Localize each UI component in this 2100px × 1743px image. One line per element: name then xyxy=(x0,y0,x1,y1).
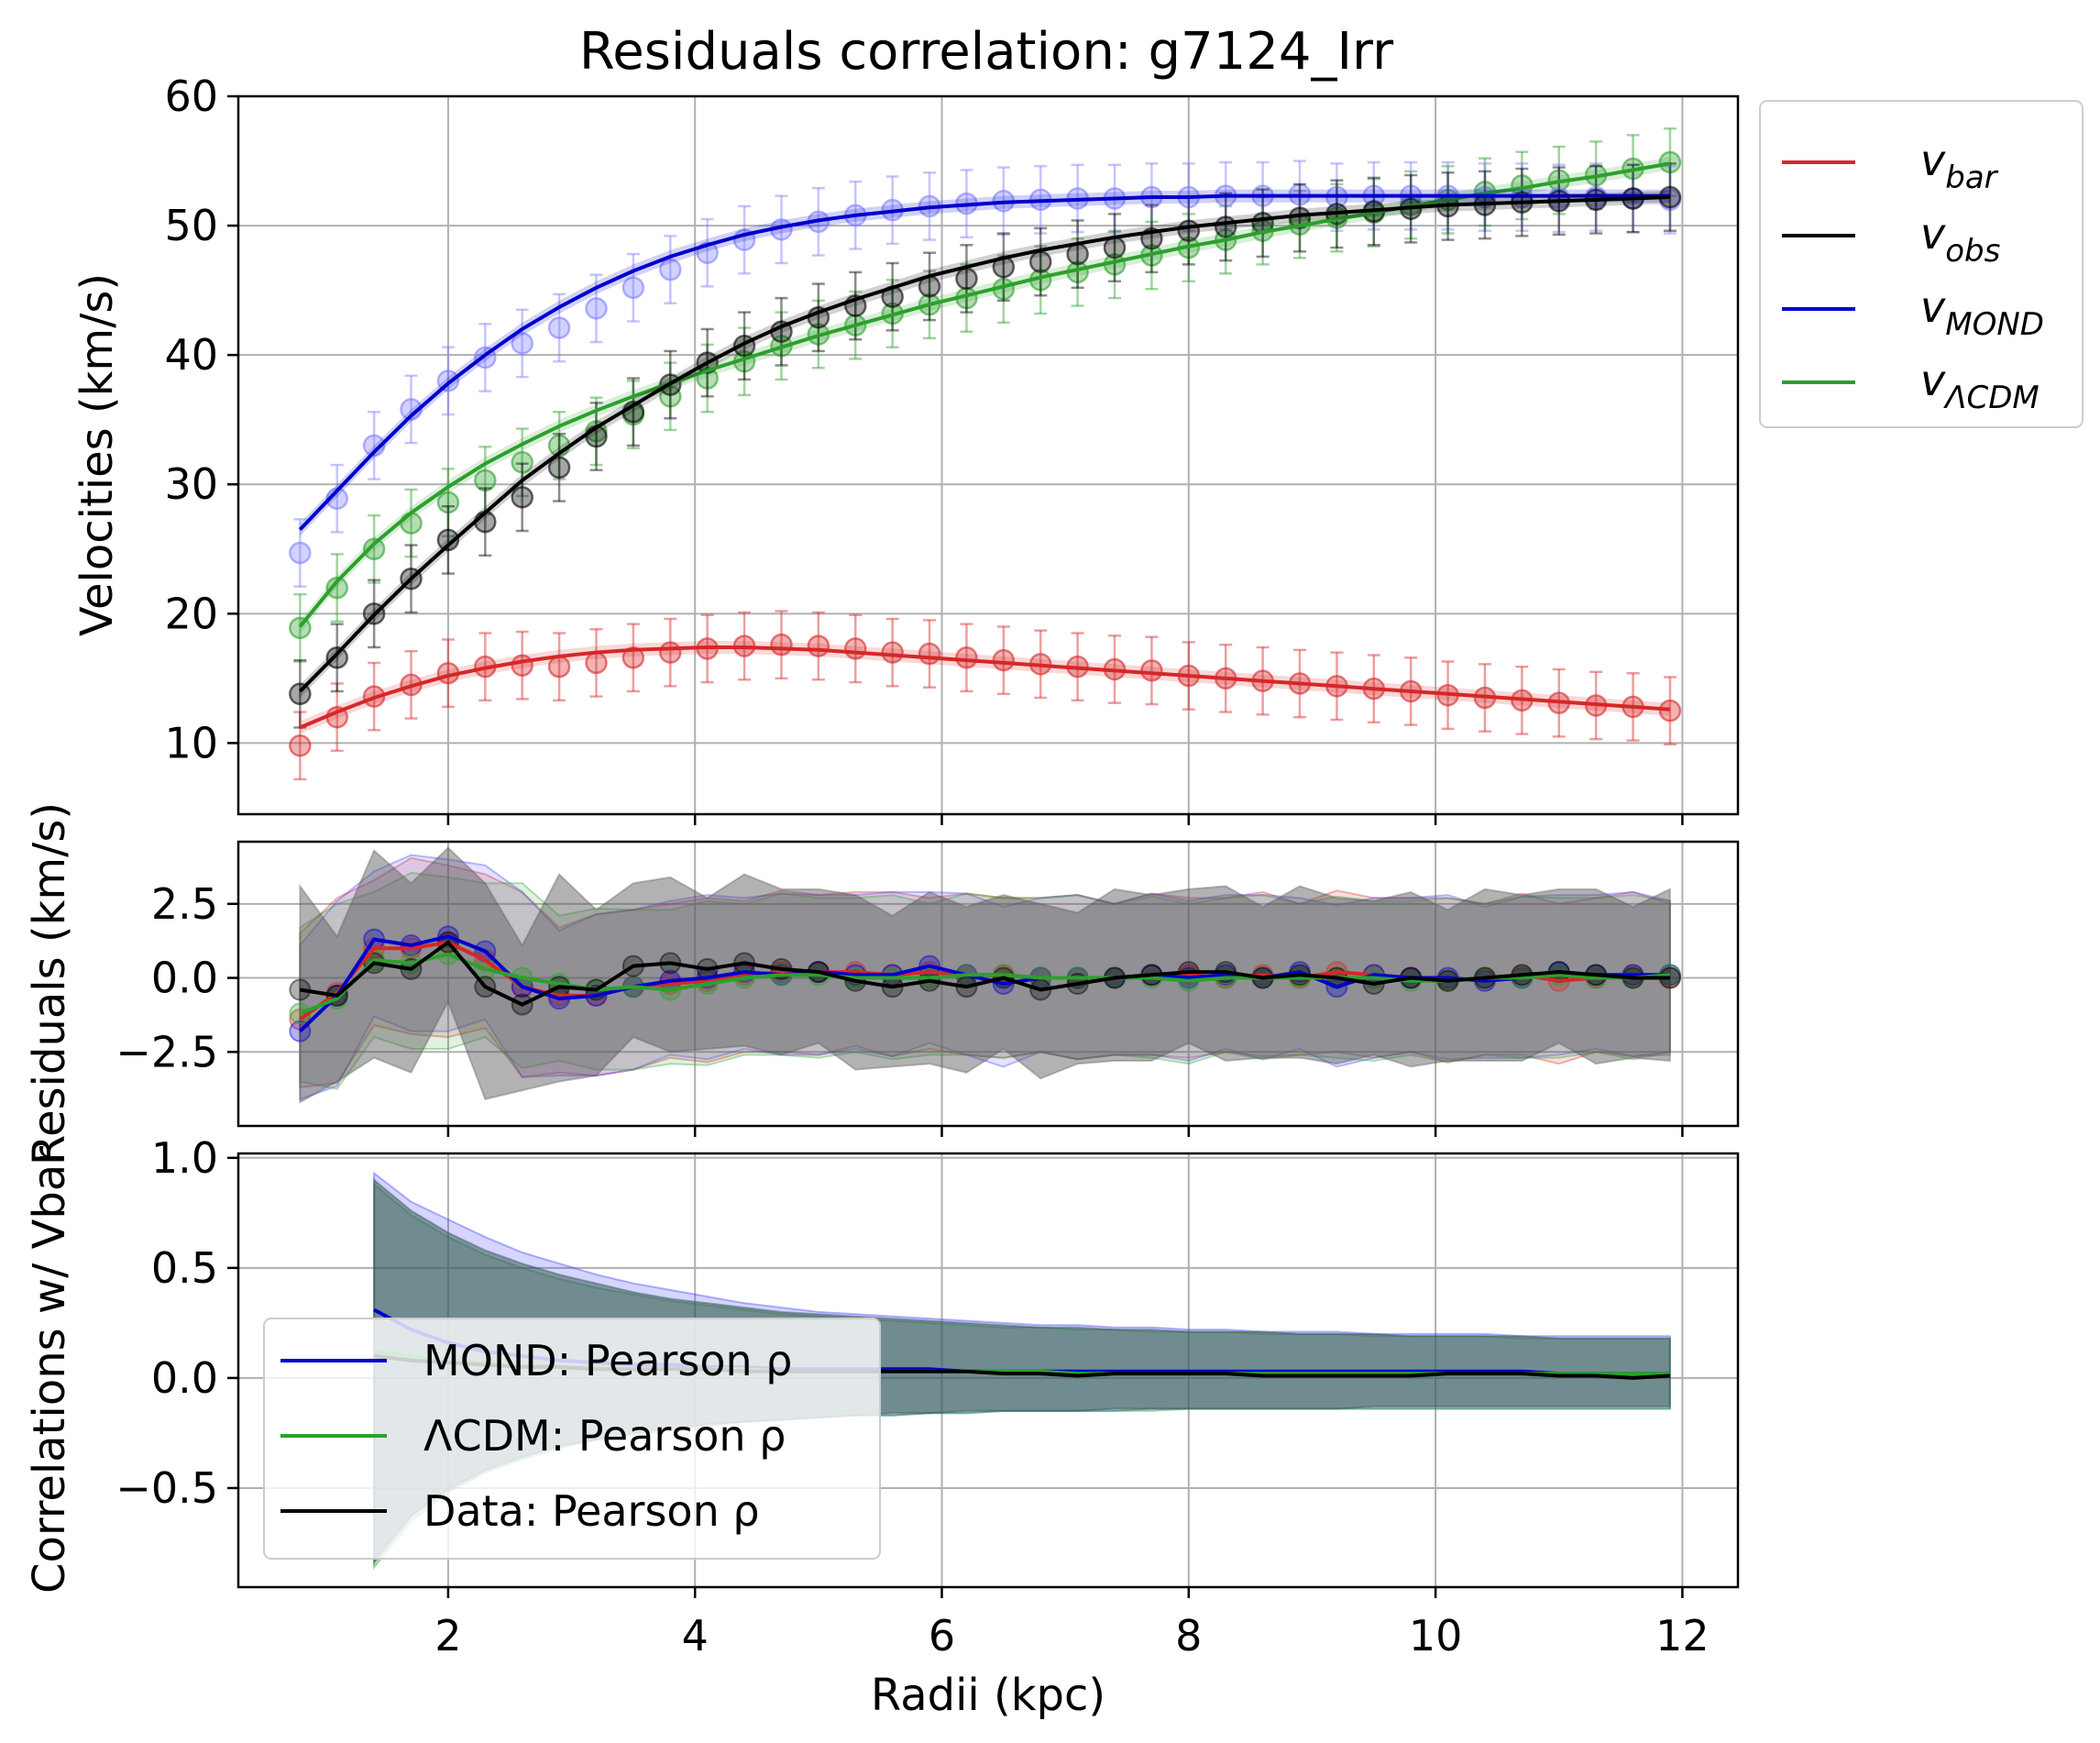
residual-line-mond xyxy=(298,934,1670,1033)
legend-label-bar: vbar xyxy=(1920,136,1999,196)
velocities-y-label: Velocities (km/s) xyxy=(71,273,123,636)
data-point-bar xyxy=(1658,699,1682,723)
correlations-panel: −0.5 0.0 0.5 1.0 Correlations w/ Vbar MOND:… xyxy=(24,1133,1740,1598)
x-tick-label: 4 xyxy=(682,1611,709,1660)
legend-label-obs: vobs xyxy=(1920,209,2000,270)
residual-line-obs xyxy=(299,940,1670,1007)
data-point-bar xyxy=(1140,659,1163,682)
x-axis-label: Radii (kpc) xyxy=(871,1670,1105,1721)
residuals-plot-area xyxy=(289,846,1681,1104)
y-tick-label: 10 xyxy=(164,718,218,767)
data-point-lcdm xyxy=(511,451,533,474)
data-point-obs xyxy=(547,456,571,480)
legend-box xyxy=(1759,100,2084,428)
series-line-lcdm xyxy=(298,161,1671,628)
correlations-frame xyxy=(236,1152,1740,1589)
chart-title: Residuals correlation: g7124_Irr xyxy=(579,22,1394,82)
data-point-bar xyxy=(955,646,978,669)
data-point-bar xyxy=(881,641,904,664)
x-tick-label: 10 xyxy=(1409,1611,1463,1660)
residuals-y-label: Residuals (km/s) xyxy=(24,802,75,1165)
data-point-obs xyxy=(289,682,312,706)
x-tick-label: 6 xyxy=(929,1611,955,1660)
residual-band-bar xyxy=(299,856,1671,1089)
velocities-y-ticks: 10 20 30 40 50 60 xyxy=(164,72,1684,825)
correlations-y-label: Correlations w/ Vbar xyxy=(24,1146,75,1594)
residuals-frame xyxy=(236,840,1740,1128)
y-tick-label: 0.0 xyxy=(151,954,218,1003)
legend-box xyxy=(263,1318,881,1560)
data-point-mond xyxy=(585,297,608,320)
legend-label-lcdm: ΛCDM: Pearson ρ xyxy=(423,1411,786,1461)
data-point-lcdm xyxy=(1658,150,1682,174)
y-tick-label: 30 xyxy=(164,459,218,509)
series-line-mond xyxy=(298,193,1670,531)
data-point-mond xyxy=(659,258,682,281)
y-tick-label: 40 xyxy=(164,330,218,380)
x-tick-label: 12 xyxy=(1655,1611,1710,1660)
data-point-bar xyxy=(289,734,312,757)
y-tick-label: 2.5 xyxy=(151,879,218,929)
model-band-obs xyxy=(300,191,1670,698)
data-point-mond xyxy=(362,434,386,458)
correlations-y-ticks: −0.5 0.0 0.5 1.0 xyxy=(115,1133,1684,1598)
correlations-legend: MOND: Pearson ρ ΛCDM: Pearson ρ Data: Pear… xyxy=(263,1318,881,1560)
data-point-mond xyxy=(621,276,645,300)
residuals-y-ticks: −2.5 0.0 2.5 xyxy=(115,879,1684,1137)
y-tick-label: −2.5 xyxy=(115,1027,218,1076)
data-point-obs xyxy=(325,646,348,669)
model-band-bar xyxy=(300,641,1670,734)
y-tick-label: 50 xyxy=(164,201,218,250)
data-point-mond xyxy=(547,316,571,339)
data-point-obs xyxy=(511,486,533,509)
data-point-obs xyxy=(436,528,460,552)
data-point-mond xyxy=(511,332,533,355)
velocities-plot-area xyxy=(289,127,1682,781)
x-axis-ticks: 2 4 6 8 10 12 xyxy=(434,1611,1709,1660)
legend-label-obs: Data: Pearson ρ xyxy=(423,1486,760,1536)
y-tick-label: 0.0 xyxy=(151,1353,218,1403)
y-tick-label: 60 xyxy=(164,72,218,121)
model-band-lcdm xyxy=(300,157,1670,634)
data-point-mond xyxy=(289,541,312,565)
data-point-lcdm xyxy=(474,469,497,492)
residual-band-mond xyxy=(299,854,1671,1101)
velocities-legend: vbar vobs vMOND vΛCDM xyxy=(1759,100,2084,428)
y-tick-label: 1.0 xyxy=(151,1133,218,1183)
data-point-bar xyxy=(621,646,645,669)
legend-label-mond: vMOND xyxy=(1920,282,2044,343)
x-tick-label: 2 xyxy=(434,1611,461,1660)
data-point-lcdm xyxy=(362,537,386,561)
series-line-obs xyxy=(298,195,1670,693)
legend-label-mond: MOND: Pearson ρ xyxy=(423,1336,792,1385)
y-tick-label: 0.5 xyxy=(151,1243,218,1293)
legend-label-lcdm: vΛCDM xyxy=(1920,356,2040,416)
series-line-bar xyxy=(299,645,1671,730)
y-tick-label: −0.5 xyxy=(115,1463,218,1513)
data-point-bar xyxy=(992,648,1016,672)
x-tick-label: 8 xyxy=(1175,1611,1202,1660)
data-point-lcdm xyxy=(659,385,682,408)
residuals-panel: −2.5 0.0 2.5 Residuals (km/s) xyxy=(24,802,1740,1165)
data-point-lcdm xyxy=(436,491,460,514)
data-point-lcdm xyxy=(325,576,348,600)
y-tick-label: 20 xyxy=(164,589,218,638)
velocities-frame xyxy=(236,94,1740,816)
